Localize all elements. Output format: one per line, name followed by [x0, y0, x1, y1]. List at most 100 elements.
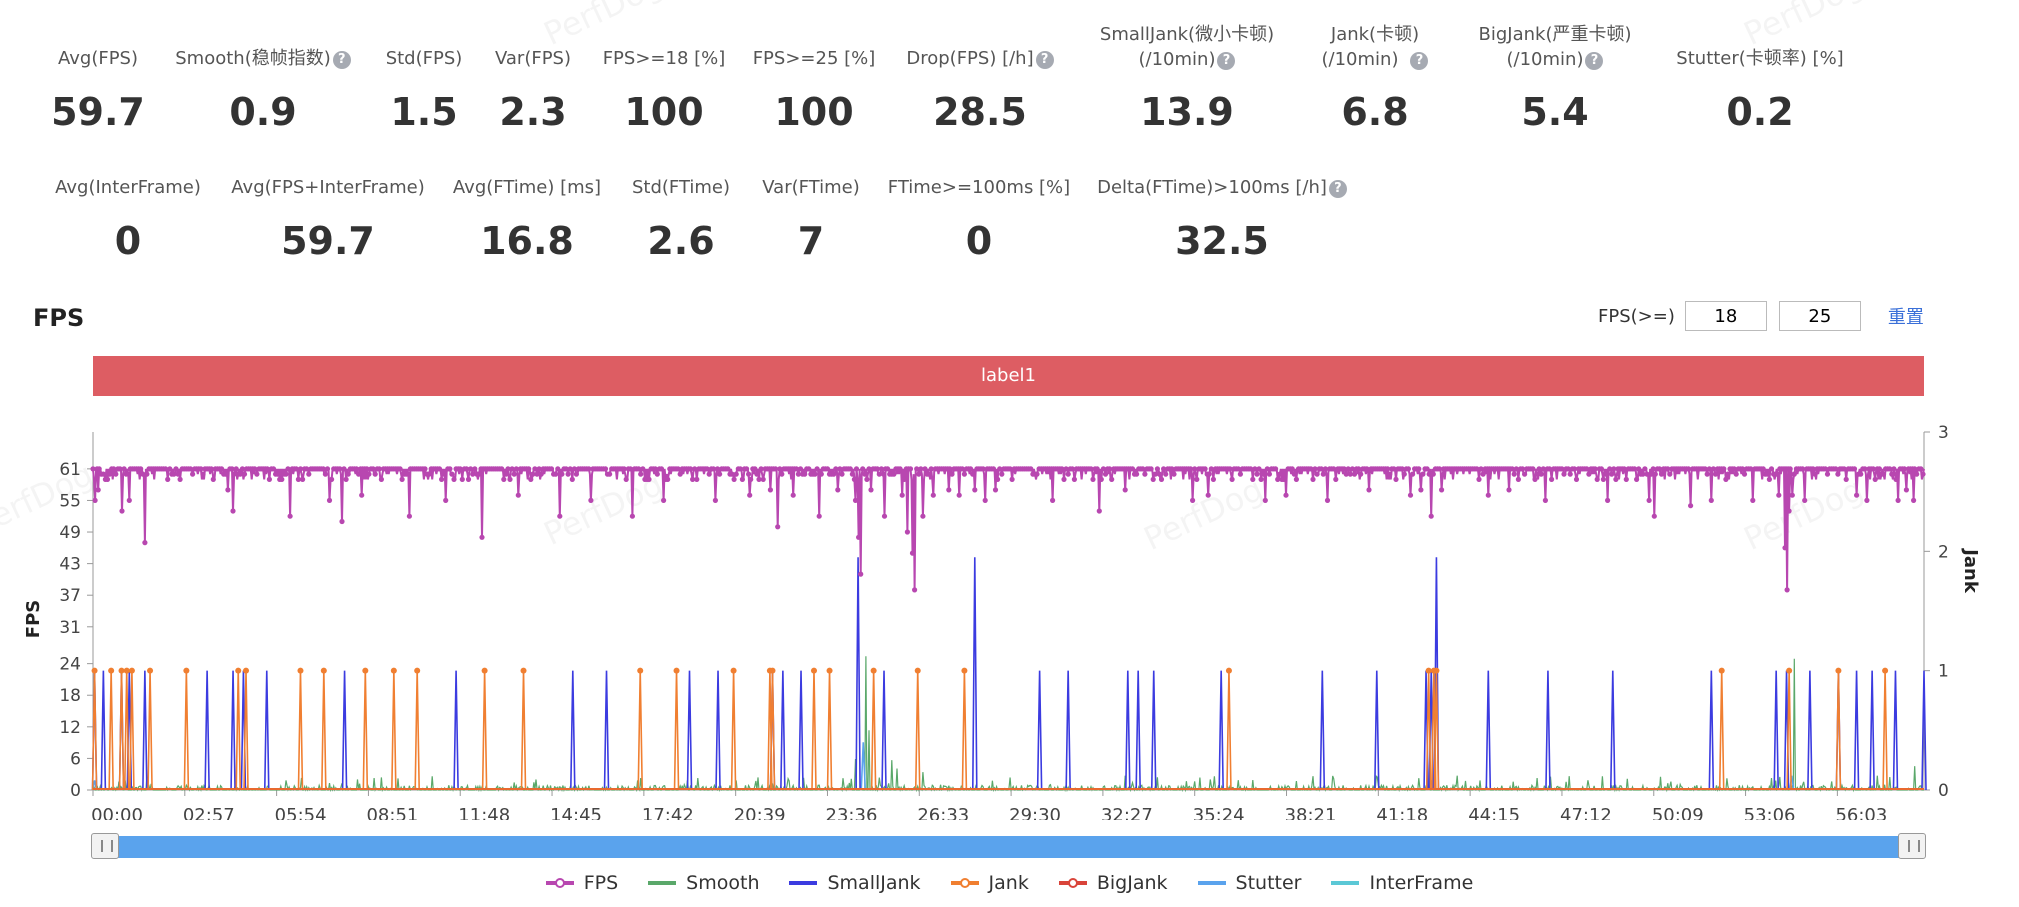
fps-point [756, 476, 762, 482]
fps-point [359, 492, 365, 498]
fps-point [602, 466, 609, 472]
fps-point [1895, 497, 1901, 503]
fps-point [1227, 466, 1233, 472]
help-icon[interactable]: ? [1035, 51, 1054, 69]
fps-point [1034, 471, 1040, 477]
fps-point [1600, 476, 1606, 482]
slider-handle-left[interactable] [91, 833, 119, 859]
fps-point [773, 466, 779, 472]
fps-point [690, 476, 696, 482]
fps-point [1586, 471, 1592, 477]
help-icon[interactable]: ? [1585, 52, 1604, 70]
fps-point [1712, 471, 1719, 477]
fps-point [1420, 471, 1426, 477]
x-tick-label: 11:48 [458, 805, 510, 820]
legend-item-smalljank[interactable]: SmallJank [789, 872, 921, 894]
time-range-slider[interactable] [91, 833, 1926, 859]
jank-point [826, 667, 833, 674]
fps-point [640, 466, 646, 472]
smalljank-spike [1319, 670, 1326, 791]
fps-threshold-input-2[interactable] [1778, 301, 1861, 331]
fps-point [1748, 466, 1754, 472]
fps-point [839, 471, 845, 477]
fps-point [1891, 466, 1897, 472]
jank-point [91, 667, 98, 674]
fps-point [737, 466, 743, 472]
legend-marker [648, 876, 677, 890]
fps-point [1513, 466, 1519, 472]
legend-item-stutter[interactable]: Stutter [1197, 872, 1301, 894]
stat-label: Smooth(稳帧指数) [175, 48, 331, 69]
fps-point [198, 466, 204, 472]
fps-point [1399, 466, 1405, 472]
fps-point [1385, 466, 1391, 472]
fps-point [1862, 466, 1868, 472]
help-icon[interactable]: ? [332, 51, 351, 69]
fps-point [472, 466, 478, 472]
smalljank-spike [1773, 670, 1779, 791]
jank-point [147, 667, 154, 674]
fps-point [1291, 471, 1297, 477]
legend-item-interframe[interactable]: InterFrame [1331, 872, 1473, 894]
jank-spike [321, 670, 327, 791]
fps-point [1776, 492, 1782, 498]
fps-point [1644, 471, 1650, 477]
fps-point [714, 466, 721, 472]
fps-point [1534, 471, 1540, 477]
legend-item-jank[interactable]: Jank [950, 872, 1029, 894]
stat-label: Var(FTime) [762, 177, 860, 198]
jank-point [183, 667, 190, 674]
fps-point [509, 466, 515, 472]
fps-point [1903, 487, 1909, 493]
fps-point [621, 466, 627, 472]
x-tick-label: 14:45 [550, 805, 602, 820]
y-axis-left-label: FPS [23, 600, 44, 638]
help-icon[interactable]: ? [1410, 52, 1429, 70]
fps-point [1602, 471, 1609, 477]
fps-point [1800, 466, 1806, 472]
fps-point [1061, 476, 1067, 482]
legend-item-bigjank[interactable]: BigJank [1058, 872, 1168, 894]
fps-point [173, 466, 179, 472]
fps-point [1565, 466, 1571, 472]
fps-point [1254, 471, 1260, 477]
fps-point [1156, 471, 1162, 477]
fps-point [463, 466, 470, 472]
reset-link[interactable]: 重置 [1887, 307, 1924, 328]
help-icon[interactable]: ? [1328, 180, 1347, 198]
label-banner[interactable]: label1 [93, 356, 1924, 396]
slider-handle-right[interactable] [1898, 833, 1926, 859]
fps-point [1256, 466, 1262, 472]
fps-threshold-input-1[interactable] [1684, 301, 1767, 331]
y-right-tick-label: 1 [1938, 662, 1949, 682]
fps-point [997, 466, 1003, 472]
fps-point [856, 534, 862, 540]
fps-point [1702, 466, 1708, 472]
legend-marker [1331, 876, 1360, 890]
fps-point [1428, 513, 1434, 519]
fps-point [1331, 466, 1337, 472]
fps-point [1876, 466, 1882, 472]
fps-point [465, 476, 472, 482]
fps-point [607, 471, 613, 477]
fps-point [96, 466, 102, 472]
fps-point [1786, 508, 1792, 514]
fps-point [949, 471, 955, 477]
fps-point [990, 466, 997, 472]
legend-item-fps[interactable]: FPS [545, 872, 618, 894]
fps-point [270, 466, 277, 472]
jank-point [1433, 667, 1440, 674]
stat-label: Avg(FPS) [57, 48, 138, 69]
fps-point [210, 476, 216, 482]
stat-var-fps: Var(FPS) 2.3 [485, 46, 581, 134]
help-icon[interactable]: ? [1217, 52, 1236, 70]
fps-point [1401, 471, 1407, 477]
jank-point [123, 667, 130, 674]
y-left-tick-label: 49 [59, 523, 81, 543]
legend-item-smooth[interactable]: Smooth [648, 872, 759, 894]
fps-point [729, 471, 735, 477]
fps-point [230, 508, 236, 514]
stat-ftime-ge-100ms: FTime>=100ms [%] 0 [884, 175, 1074, 263]
fps-point [1171, 471, 1177, 477]
